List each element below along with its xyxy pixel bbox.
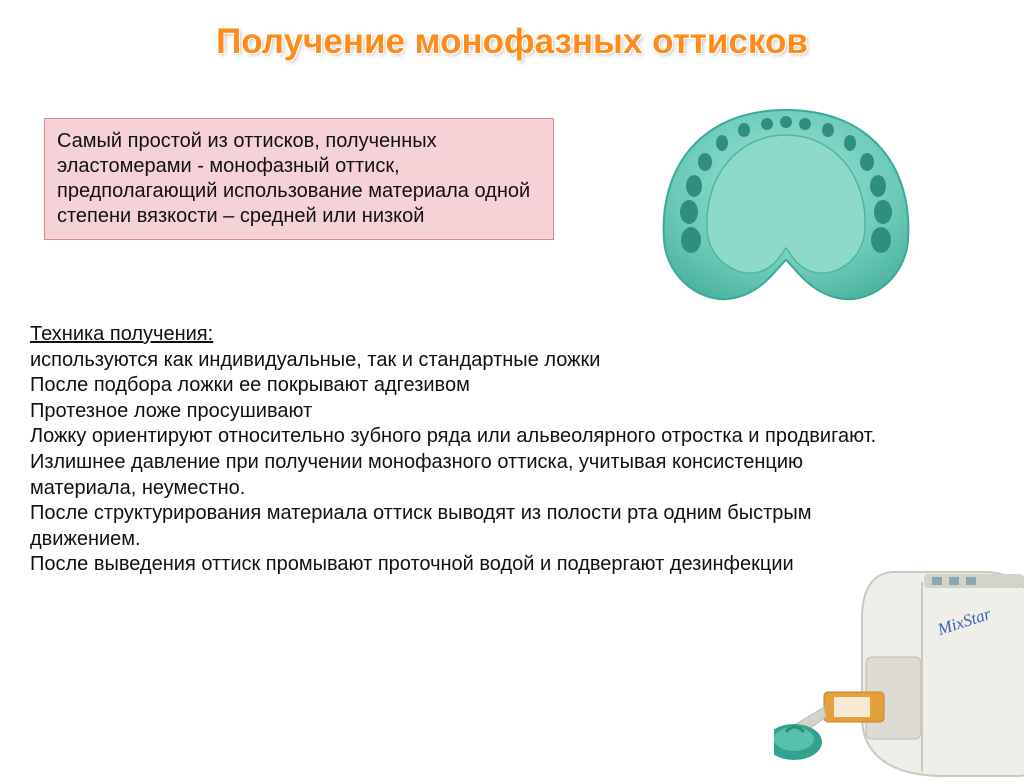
intro-box: Самый простой из оттисков, полученных эл… [44, 118, 554, 240]
paragraph-2: Протезное ложе просушивают [30, 400, 312, 422]
paragraph-1: После подбора ложки ее покрывают адгезив… [30, 374, 470, 396]
paragraph-4: После структурирования материала оттиск … [30, 502, 811, 550]
page-title: Получение монофазных оттисков [0, 0, 1024, 80]
paragraph-3: Ложку ориентируют относительно зубного р… [30, 425, 876, 498]
body-text: Техника получения: используются как инди… [30, 322, 910, 578]
paragraph-0: используются как индивидуальные, так и с… [30, 349, 600, 371]
impression-illustration [649, 100, 924, 310]
paragraph-5: После выведения оттиск промывают проточн… [30, 553, 794, 575]
dispenser-illustration [774, 552, 1024, 782]
technique-heading: Техника получения: [30, 323, 213, 345]
intro-text: Самый простой из оттисков, полученных эл… [57, 130, 530, 227]
